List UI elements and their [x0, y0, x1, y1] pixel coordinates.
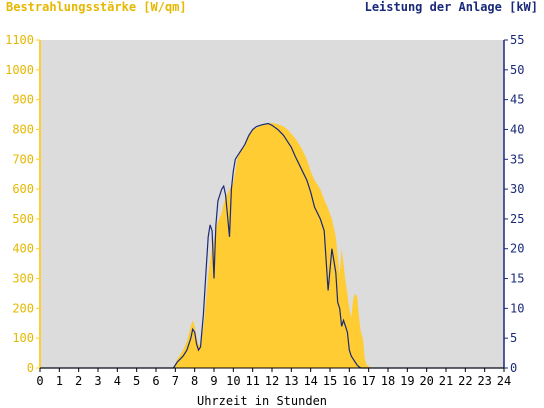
x-tick-label: 22	[458, 374, 472, 388]
x-tick-label: 8	[191, 374, 198, 388]
left-axis-ticks: 0 100 200 300 400 500 600 700 800 900 1000 1100	[5, 33, 40, 375]
x-tick-label: 16	[342, 374, 356, 388]
right-tick-label: 0	[510, 361, 517, 375]
x-tick-label: 14	[303, 374, 317, 388]
left-tick-label: 100	[12, 331, 34, 345]
irradiance-area-layer	[40, 122, 504, 369]
x-tick-label: 9	[210, 374, 217, 388]
right-tick-label: 10	[510, 301, 524, 315]
power-line	[40, 122, 504, 369]
x-tick-label: 5	[133, 374, 140, 388]
x-tick-label: 23	[477, 374, 491, 388]
right-tick-label: 20	[510, 242, 524, 256]
right-tick-label: 50	[510, 63, 524, 77]
left-tick-label: 400	[12, 242, 34, 256]
right-tick-label: 40	[510, 122, 524, 136]
left-tick-label: 200	[12, 301, 34, 315]
x-tick-label: 7	[172, 374, 179, 388]
left-tick-label: 1000	[5, 63, 34, 77]
x-tick-label: 12	[265, 374, 279, 388]
x-tick-label: 6	[152, 374, 159, 388]
left-tick-label: 600	[12, 182, 34, 196]
x-tick-label: 24	[497, 374, 511, 388]
x-tick-label: 20	[419, 374, 433, 388]
left-axis-title: Bestrahlungsstärke [W/qm]	[6, 0, 187, 14]
left-tick-label: 900	[12, 93, 34, 107]
x-tick-label: 10	[226, 374, 240, 388]
right-tick-label: 25	[510, 212, 524, 226]
x-tick-label: 18	[381, 374, 395, 388]
right-tick-label: 5	[510, 331, 517, 345]
x-tick-label: 19	[400, 374, 414, 388]
right-tick-label: 15	[510, 272, 524, 286]
x-tick-label: 11	[245, 374, 259, 388]
power-line-layer	[40, 122, 504, 369]
x-tick-label: 17	[361, 374, 375, 388]
right-tick-label: 45	[510, 93, 524, 107]
x-tick-label: 21	[439, 374, 453, 388]
right-axis-title: Leistung der Anlage [kW]	[365, 0, 538, 14]
left-tick-label: 700	[12, 152, 34, 166]
irradiance-area	[40, 122, 504, 369]
x-axis-title: Uhrzeit in Stunden	[197, 394, 327, 408]
left-tick-label: 300	[12, 272, 34, 286]
left-tick-label: 1100	[5, 33, 34, 47]
right-axis-ticks: 0 5 10 15 20 25 30 35 40 45 50 55	[504, 33, 524, 375]
x-tick-label: 13	[284, 374, 298, 388]
right-tick-label: 35	[510, 152, 524, 166]
x-tick-label: 3	[94, 374, 101, 388]
left-tick-label: 0	[27, 361, 34, 375]
right-tick-label: 30	[510, 182, 524, 196]
x-tick-label: 2	[75, 374, 82, 388]
right-tick-label: 55	[510, 33, 524, 47]
x-tick-label: 1	[56, 374, 63, 388]
x-tick-label: 15	[323, 374, 337, 388]
x-tick-label: 4	[114, 374, 121, 388]
left-tick-label: 500	[12, 212, 34, 226]
x-axis-ticks: 0 1 2 3 4 5 6 7 8 9 10 11 12 13 14 15 16 17 18 19 20 21 22 23 24	[36, 368, 511, 388]
left-tick-label: 800	[12, 122, 34, 136]
x-tick-label: 0	[36, 374, 43, 388]
